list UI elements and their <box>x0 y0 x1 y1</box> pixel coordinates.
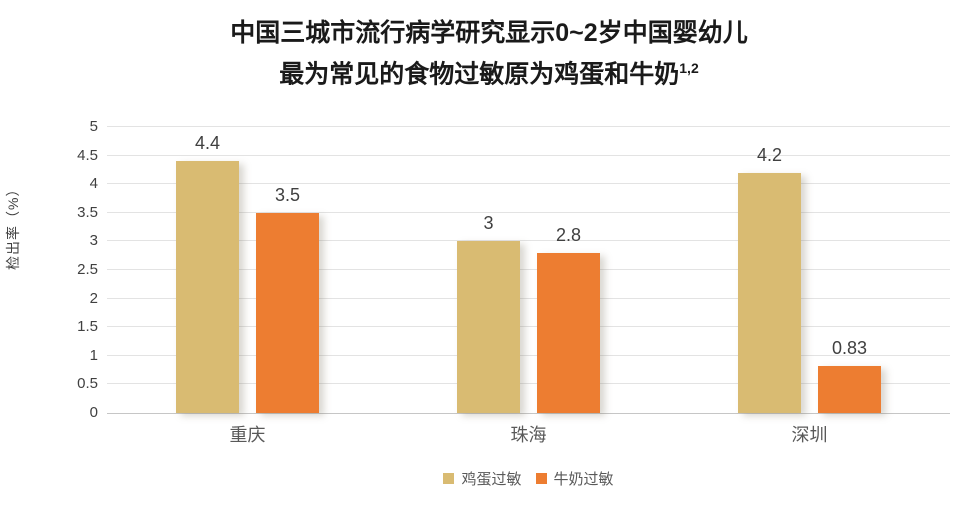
category-label-深圳: 深圳 <box>791 425 828 445</box>
data-label: 4.4 <box>194 133 221 154</box>
data-label: 3.5 <box>274 184 301 205</box>
y-tick-label: 2 <box>89 289 98 307</box>
legend-swatch-icon <box>535 473 547 484</box>
legend-label: 鸡蛋过敏 <box>461 471 522 488</box>
data-label: 2.8 <box>555 224 582 245</box>
y-tick-label: 5 <box>89 118 98 135</box>
y-tick-label: 1.5 <box>77 318 98 336</box>
bar-鸡蛋过敏-重庆 <box>176 161 239 413</box>
x-axis-baseline <box>107 413 950 414</box>
gridline <box>107 240 950 242</box>
gridline <box>107 383 950 385</box>
y-tick-label: 1 <box>89 346 98 364</box>
chart-title: 中国三城市流行病学研究显示0~2岁中国婴幼儿 最为常见的食物过敏原为鸡蛋和牛奶1… <box>0 16 978 92</box>
gridline <box>107 211 950 213</box>
y-tick-label: 0.5 <box>77 375 98 393</box>
gridline <box>107 154 950 156</box>
chart-title-reference-superscript: 1,2 <box>679 60 699 76</box>
legend-item-鸡蛋过敏: 鸡蛋过敏 <box>443 468 522 489</box>
gridline <box>107 126 950 127</box>
plot-area: 4.4 3.5 3 2.8 4.2 0.83 <box>107 126 950 414</box>
chart-title-line2-text: 最为常见的食物过敏原为鸡蛋和牛奶 <box>279 60 680 89</box>
bar-牛奶过敏-珠海 <box>537 252 600 413</box>
bar-鸡蛋过敏-深圳 <box>738 172 801 413</box>
bar-牛奶过敏-重庆 <box>256 212 319 413</box>
gridline <box>107 183 950 185</box>
category-label-珠海: 珠海 <box>510 425 547 445</box>
y-tick-label: 0 <box>89 404 98 421</box>
legend-item-牛奶过敏: 牛奶过敏 <box>535 468 614 489</box>
data-label: 3 <box>483 213 494 234</box>
y-tick-label: 4.5 <box>77 146 98 164</box>
gridline <box>107 354 950 356</box>
gridline <box>107 326 950 328</box>
y-tick-label: 3 <box>89 232 98 250</box>
y-tick-label: 3.5 <box>77 203 98 221</box>
gridline <box>107 269 950 270</box>
category-label-重庆: 重庆 <box>229 425 266 445</box>
y-tick-label: 2.5 <box>77 261 98 278</box>
bar-牛奶过敏-深圳 <box>818 365 881 413</box>
legend-label: 牛奶过敏 <box>553 471 614 488</box>
bar-鸡蛋过敏-珠海 <box>457 241 520 413</box>
y-tick-label: 4 <box>89 175 98 193</box>
legend-swatch-icon <box>443 473 455 484</box>
data-label: 0.83 <box>831 337 868 358</box>
chart-title-line2: 最为常见的食物过敏原为鸡蛋和牛奶1,2 <box>0 51 978 92</box>
chart-title-line1: 中国三城市流行病学研究显示0~2岁中国婴幼儿 <box>230 19 748 47</box>
data-label: 4.2 <box>756 144 783 165</box>
legend: 鸡蛋过敏 牛奶过敏 <box>107 468 950 489</box>
gridline <box>107 297 950 299</box>
